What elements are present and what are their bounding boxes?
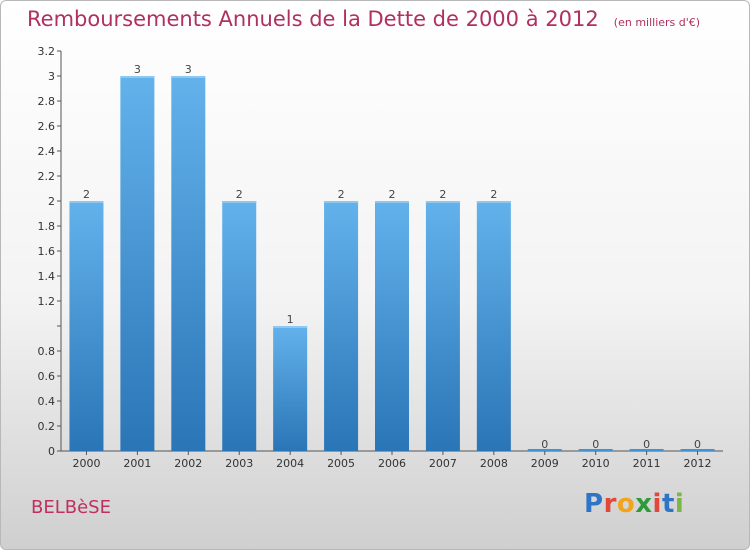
data-label: 0 [643,438,650,451]
data-label: 0 [541,438,548,451]
y-tick-label: 2 [48,195,55,208]
data-label: 2 [389,188,396,201]
y-tick-label: 1.2 [38,295,56,308]
y-tick-label: 3.2 [38,45,56,58]
y-tick-label: 0.2 [38,420,56,433]
data-label: 3 [185,63,192,76]
data-label: 0 [694,438,701,451]
y-tick-label: 0.4 [38,395,56,408]
bar-top-highlight [120,76,155,78]
data-label: 3 [134,63,141,76]
bar-top-highlight [171,76,206,78]
y-tick-label: 2.8 [38,95,56,108]
x-tick-label: 2008 [480,457,508,470]
bar [273,326,308,451]
y-tick-label: 2.2 [38,170,56,183]
bar [629,449,664,451]
y-tick-label: 1.4 [38,270,56,283]
data-label: 2 [439,188,446,201]
bar [476,201,511,451]
bar [375,201,409,451]
labels: 2000220013200232003220041200522006220072… [72,63,711,470]
bar-top-highlight [375,201,409,203]
bar-top-highlight [69,201,104,203]
bar [120,76,155,451]
bar-top-highlight [476,201,511,203]
bar [69,201,104,451]
x-tick-label: 2007 [429,457,457,470]
x-tick-label: 2001 [123,457,151,470]
x-tick-label: 2002 [174,457,202,470]
bar-top-highlight [273,326,308,328]
data-label: 2 [490,188,497,201]
bar [527,449,562,451]
y-tick-label: 2.6 [38,120,56,133]
y-tick-label: 0 [48,445,55,458]
x-tick-label: 2010 [582,457,610,470]
data-label: 1 [287,313,294,326]
y-tick-label: 3 [48,70,55,83]
x-tick-label: 2005 [327,457,355,470]
y-tick-label: 0.8 [38,345,56,358]
x-tick-label: 2011 [633,457,661,470]
y-tick-label: 2.4 [38,145,56,158]
unit-note: (en milliers d'€) [613,16,701,29]
bar [222,201,257,451]
x-tick-label: 2009 [531,457,559,470]
x-tick-label: 2006 [378,457,406,470]
data-label: 2 [236,188,243,201]
bar [171,76,206,451]
data-label: 2 [83,188,90,201]
chart-title: Remboursements Annuels de la Dette de 20… [27,7,700,31]
city-name: BELBèSE [31,497,111,518]
chart-title-text: Remboursements Annuels de la Dette de 20… [27,7,599,31]
bar-top-highlight [222,201,257,203]
y-tick-label: 0.6 [38,370,56,383]
bar [425,201,460,451]
bar-top-highlight [425,201,460,203]
y-tick-label: 1.6 [38,245,56,258]
bar-top-highlight [324,201,359,203]
axes: 0 0.2 0.4 0.6 0.8 1.2 1.4 1.6 1.8 2 2.2 2.4 2.6 2.8 3 3… [38,45,723,458]
bar [680,449,715,451]
x-tick-label: 2004 [276,457,304,470]
x-tick-label: 2000 [72,457,100,470]
y-tick-label: 1.8 [38,220,56,233]
data-label: 2 [338,188,345,201]
data-label: 0 [592,438,599,451]
bar [578,449,613,451]
x-tick-label: 2003 [225,457,253,470]
x-tick-label: 2012 [684,457,712,470]
proxiti-logo: Proxiti [584,489,685,519]
bar [324,201,359,451]
bars [69,76,715,451]
